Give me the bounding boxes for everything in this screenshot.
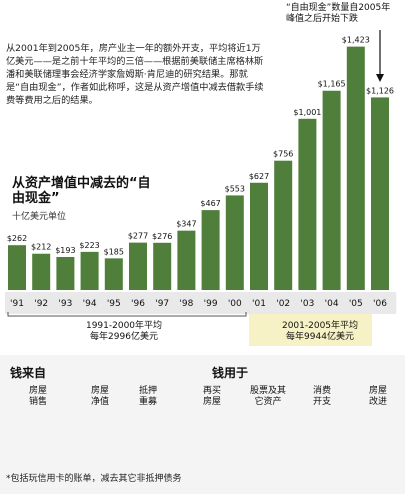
- x-tick-label: '94: [83, 299, 97, 309]
- footnote: *包括玩信用卡的账单，减去其它非抵押债务: [6, 474, 182, 484]
- bar: [201, 210, 220, 290]
- bar: [274, 160, 293, 290]
- bar: [80, 251, 99, 290]
- bar-value-label: $185: [104, 247, 124, 256]
- use-0-pie-label: 再买 房屋: [202, 386, 221, 407]
- bar-value-label: $1,423: [342, 36, 370, 45]
- sources-heading: 钱来自: [10, 366, 47, 380]
- period-2001-2005-label: 2001-2005年平均 每年9944亿美元: [281, 321, 359, 342]
- bar-value-label: $212: [31, 243, 51, 252]
- bar: [298, 118, 317, 290]
- bar: [8, 245, 26, 290]
- bar-value-label: $276: [152, 232, 172, 241]
- bar-value-label: $347: [176, 220, 196, 229]
- x-tick-label: '00: [228, 299, 242, 309]
- period-1991-2000-bracket: [7, 312, 247, 317]
- bar: [153, 242, 172, 290]
- intro-text: 从2001年到2005年，房产业主一年的额外开支，平均将近1万亿美元——是之前十…: [6, 43, 264, 106]
- use-3-pie-label: 房屋 改进: [368, 386, 387, 407]
- x-tick-label: '92: [34, 299, 48, 309]
- bar: [346, 46, 365, 290]
- bar-value-label: $756: [273, 150, 293, 159]
- x-tick-label: '06: [373, 299, 387, 309]
- x-tick-label: '93: [58, 299, 72, 309]
- bar: [104, 258, 123, 290]
- bar: [177, 230, 196, 290]
- x-tick-label: '02: [276, 299, 290, 309]
- bottom-panel: [0, 355, 405, 494]
- bar-value-label: $262: [7, 234, 27, 243]
- use-1-pie-label: 股票及其 它资产: [249, 386, 286, 407]
- bar: [250, 182, 268, 290]
- x-axis-strip: [5, 292, 397, 314]
- x-tick-label: '99: [204, 299, 218, 309]
- bar-value-label: $277: [128, 232, 148, 241]
- bar: [129, 242, 147, 290]
- x-tick-label: '96: [131, 299, 145, 309]
- x-tick-label: '01: [252, 299, 266, 309]
- bar-value-label: $627: [249, 172, 269, 181]
- bar-value-label: $193: [55, 246, 75, 255]
- bar: [322, 90, 341, 290]
- period-1991-2000-label: 1991-2000年平均 每年2996亿美元: [85, 321, 163, 342]
- uses-heading: 钱用于: [212, 366, 249, 380]
- x-tick-label: '05: [349, 299, 363, 309]
- source-2-pie-label: 抵押 重募: [138, 386, 157, 407]
- chart-title: 从资产增值中减去的“自由现金”: [12, 176, 151, 206]
- peak-annotation: “自由现金”数量自2005年峰值之后开始下跌: [286, 3, 391, 24]
- use-2-pie-label: 消费 开支: [312, 386, 331, 407]
- bar: [56, 256, 75, 290]
- bar-value-label: $1,126: [366, 86, 394, 95]
- bar: [225, 195, 244, 290]
- source-0-pie-label: 房屋 销售: [28, 386, 47, 407]
- unit-label: 十亿美元单位: [12, 212, 67, 222]
- bar-value-label: $1,001: [293, 108, 321, 117]
- x-tick-label: '98: [179, 299, 193, 309]
- source-1-pie-label: 房屋 净值: [90, 386, 109, 407]
- bar-value-label: $1,165: [318, 80, 346, 89]
- bar-value-label: $223: [79, 241, 99, 250]
- bar-value-label: $467: [200, 199, 220, 208]
- x-tick-label: '91: [10, 299, 24, 309]
- bar-value-label: $553: [225, 184, 245, 193]
- x-tick-label: '97: [155, 299, 169, 309]
- x-tick-label: '04: [325, 299, 339, 309]
- bar: [371, 97, 389, 291]
- x-tick-label: '95: [107, 299, 121, 309]
- x-tick-label: '03: [300, 299, 314, 309]
- annotation-arrowhead: [376, 74, 384, 82]
- bar: [32, 253, 51, 290]
